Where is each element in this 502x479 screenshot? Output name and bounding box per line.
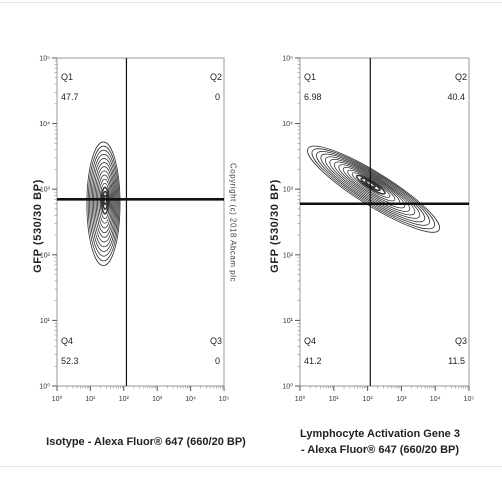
plot-2-x-tick-label-2: 10² [363,396,374,403]
plot-2-contour-level-12 [355,174,386,195]
plot-2-contour-level-3 [316,151,431,226]
plot-1-x-tick-label-3: 10³ [152,396,163,403]
plot-1-contour-level-7 [94,166,115,238]
plot-2-contour-level-5 [324,156,421,219]
plot-2-x-tick-label-0: 10⁰ [295,395,306,403]
plot-1-contour-level-10 [98,178,112,224]
plot-2-x-tick-label-4: 10⁴ [430,396,441,403]
plot-1-y-tick-label-2: 10² [40,252,51,259]
plot-1-quadrant-name-q1: Q1 [61,72,73,82]
plot-1-contour-level-8 [95,170,114,234]
figure-top-border [0,2,502,3]
plot-1-quadrant-value-q3: 0 [215,356,220,366]
plot-1-frame [56,57,225,387]
plot-1-quadrant-name-q3: Q3 [210,336,222,346]
plot-2-y-tick-label-3: 10³ [283,187,294,194]
plot-1-contour-level-3 [89,149,119,257]
plot-1-y-tick-label-4: 10⁴ [39,121,50,128]
plot-2-quadrant-value-q4: 41.2 [304,356,322,366]
plot-1-contour-level-1 [86,141,121,266]
plot-2-contour-level-2 [311,148,436,230]
plot-1-contour-level-5 [91,158,117,248]
plot-2-quadrant-value-q3: 11.5 [448,356,465,366]
plot-2-quadrant-name-q4: Q4 [304,336,316,346]
y-axis-label-left: GFP (530/30 BP) [32,179,44,273]
plot-1-contour-level-2 [87,145,120,262]
plot-1-contour-level-11 [99,182,111,219]
plot-1-y-tick-label-1: 10¹ [40,318,51,325]
plot-1-x-tick-label-1: 10¹ [85,396,96,403]
plot-1-quadrant-value-q2: 0 [215,92,220,102]
plot-2-frame [299,57,470,387]
plot-2-y-tick-label-2: 10² [283,252,294,259]
plot-2-quadrant-name-q3: Q3 [455,336,467,346]
plot-2-contour-level-8 [338,164,406,209]
plot-1-x-tick-label-5: 10⁵ [219,396,230,403]
figure-bottom-border [0,466,502,467]
plot-1-y-tick-label-5: 10⁵ [39,56,50,63]
plot-2-x-tick-label-5: 10⁵ [464,396,475,403]
plot-2-quadrant-name-q1: Q1 [304,72,316,82]
plot-2-x-tick-label-3: 10³ [396,396,407,403]
plot-2-contour-level-10 [347,169,396,202]
plot-2-y-tick-label-0: 10⁰ [282,383,293,391]
plot-1-x-tick-label-4: 10⁴ [185,396,196,403]
plot-1-x-tick-label-0: 10⁰ [52,395,63,403]
plot-1-y-tick-label-0: 10⁰ [39,383,50,391]
plot-2-contour-level-11 [351,172,391,198]
plot-2-contour-level-7 [333,161,411,212]
x-axis-label-left: Isotype - Alexa Fluor® 647 (660/20 BP) [46,436,246,448]
plot-2-contour-level-4 [320,153,426,223]
plot-1-quadrant-name-q4: Q4 [61,336,73,346]
copyright-notice: Copyright (c) 2018 Abcam plc [228,163,238,282]
plot-2-contour-group [307,145,441,233]
plot-1-contour-level-4 [90,153,118,252]
plot-1-y-tick-label-3: 10³ [40,187,51,194]
plot-2-quadrant-value-q2: 40.4 [447,92,465,102]
y-axis-label-right: GFP (530/30 BP) [269,179,281,273]
plot-2-quadrant-name-q2: Q2 [455,72,467,82]
plot-1-quadrant-value-q1: 47.7 [61,92,79,102]
plot-2-quadrant-value-q1: 6.98 [304,92,322,102]
plot-1-quadrant-name-q2: Q2 [210,72,222,82]
x-axis-label-right-line2: - Alexa Fluor® 647 (660/20 BP) [300,444,460,456]
plot-1-x-tick-label-2: 10² [119,396,130,403]
plot-2-y-tick-label-1: 10¹ [283,318,294,325]
plot-1-quadrant-value-q4: 52.3 [61,356,79,366]
plot-2-y-tick-label-5: 10⁵ [282,56,293,63]
plot-2-contour-level-6 [329,159,416,216]
plot-1-contour-level-6 [93,162,116,243]
plot-1-contour-level-9 [97,174,113,229]
plot-1-contour-group [86,141,121,266]
x-axis-label-right-line1: Lymphocyte Activation Gene 3 [300,428,460,440]
plot-2-x-tick-label-1: 10¹ [329,396,340,403]
plot-2-contour-level-14 [364,179,376,188]
plot-2-y-tick-label-4: 10⁴ [282,121,293,128]
